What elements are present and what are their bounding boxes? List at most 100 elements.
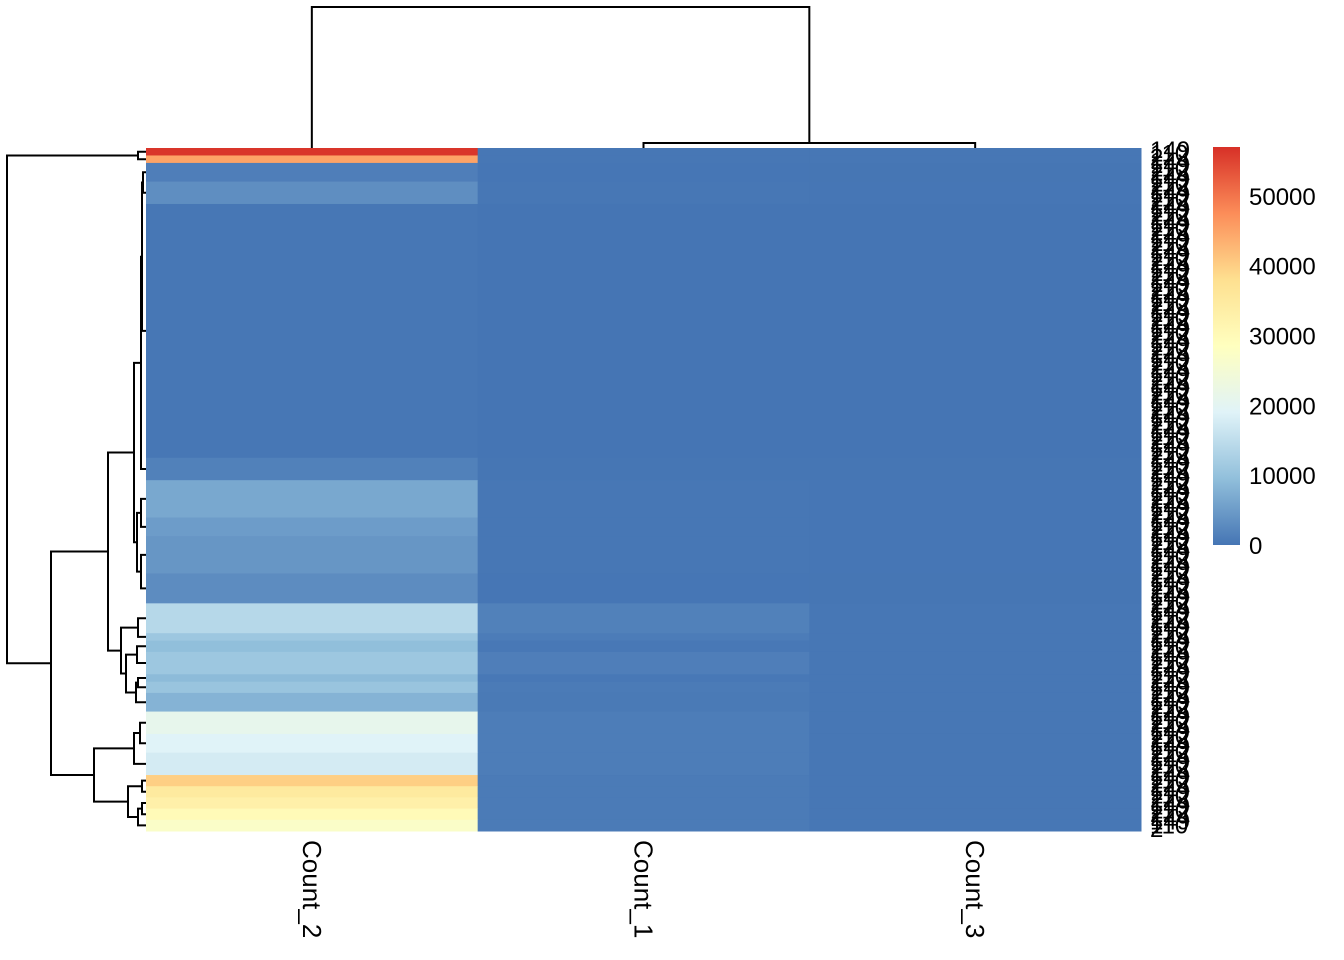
row-label: 144 (1150, 297, 1190, 324)
dendrogram-branch (127, 785, 142, 819)
heatmap-cell (477, 681, 810, 694)
row-label: 2 (1150, 279, 1163, 306)
row-label: 110 (1150, 588, 1188, 615)
row-label: 110 (1150, 663, 1188, 690)
row-label: 144 (1150, 193, 1190, 220)
row-label: 110 (1150, 469, 1188, 496)
heatmap-cell (146, 819, 479, 832)
colorbar-tick-label: 40000 (1249, 254, 1316, 281)
row-label: 2 (1150, 637, 1163, 664)
row-label: 2 (1150, 159, 1163, 186)
heatmap-cell (809, 711, 1142, 735)
heatmap-cell (809, 457, 1142, 481)
row-label: 149 (1150, 570, 1190, 597)
heatmap-cell (477, 633, 810, 642)
heatmap-cell (809, 692, 1142, 713)
heatmap-cell (809, 573, 1142, 604)
row-label: 110 (1150, 768, 1188, 795)
row-label: 2 (1150, 338, 1163, 365)
column-label: Count_2 (297, 840, 327, 938)
dendrogram-branch (137, 150, 146, 161)
row-label: 144 (1150, 282, 1190, 309)
heatmap-cell (146, 573, 479, 604)
row-label: 2 (1150, 786, 1163, 813)
row-label: 110 (1150, 185, 1188, 212)
heatmap-cell (809, 181, 1142, 205)
row-label: 2 (1150, 697, 1163, 724)
row-label: 2 (1150, 353, 1163, 380)
colorbar-tick-label: 20000 (1249, 393, 1316, 420)
row-label: 2 (1150, 144, 1163, 171)
heatmap-cell (477, 640, 810, 653)
heatmap-cell (477, 155, 810, 164)
row-label: 2 (1150, 249, 1163, 276)
row-label: 149 (1150, 450, 1190, 477)
row-label: 144 (1150, 357, 1190, 384)
row-label: 110 (1150, 379, 1188, 406)
heatmap-cell (146, 733, 479, 754)
row-label: 144 (1150, 342, 1190, 369)
heatmap-cell (146, 808, 479, 821)
row-label: 2 (1150, 413, 1163, 440)
row-label: 149 (1150, 301, 1190, 328)
column-label: Count_3 (960, 840, 990, 938)
row-label: 144 (1150, 208, 1190, 235)
row-label: 110 (1150, 738, 1188, 765)
heatmap-cell (146, 148, 479, 156)
row-label: 110 (1150, 603, 1188, 630)
heatmap-cell (477, 711, 810, 735)
heatmap-cell (146, 711, 479, 735)
heatmap-cell (146, 203, 479, 459)
heatmap-cell (477, 797, 810, 810)
row-label: 110 (1150, 439, 1188, 466)
row-label: 149 (1150, 495, 1190, 522)
heatmap-cell (477, 480, 810, 518)
row-label: 149 (1150, 585, 1190, 612)
dendrogram-branch (141, 181, 146, 332)
heatmap-cell (809, 203, 1142, 459)
heatmap-cell (146, 457, 479, 481)
row-label: 149 (1150, 256, 1190, 283)
row-label: 149 (1150, 421, 1190, 448)
row-label: 149 (1150, 764, 1190, 791)
row-label: 2 (1150, 577, 1163, 604)
row-label: 110 (1150, 454, 1188, 481)
row-label: 149 (1150, 719, 1190, 746)
row-label: 144 (1150, 536, 1190, 563)
row-label: 2 (1150, 547, 1163, 574)
heatmap-cell (146, 651, 479, 675)
row-label: 144 (1150, 223, 1190, 250)
row-label: 110 (1150, 678, 1188, 705)
column-label: Count_1 (629, 840, 659, 938)
row-label: 2 (1150, 294, 1163, 321)
color-legend: 0 10000 20000 30000 40000 50000 (1213, 147, 1316, 560)
colorbar-tick-label: 10000 (1249, 463, 1316, 490)
dendrogram-branch (120, 626, 138, 675)
row-label: 2 (1150, 816, 1163, 843)
heatmap-cell (477, 752, 810, 776)
row-label: 2 (1150, 518, 1163, 545)
column-labels: Count_2 Count_1 Count_3 (297, 840, 990, 938)
colorbar-gradient (1213, 147, 1240, 545)
heatmap-cell (809, 148, 1142, 156)
row-label: 149 (1150, 644, 1190, 671)
row-label: 144 (1150, 611, 1190, 638)
heatmap-cell (146, 517, 479, 537)
row-label: 2 (1150, 682, 1163, 709)
dendrogram-branch (6, 154, 138, 665)
row-label: 2 (1150, 622, 1163, 649)
row-label: 144 (1150, 477, 1190, 504)
row-label: 2 (1150, 771, 1163, 798)
row-label: 2 (1150, 801, 1163, 828)
row-label: 149 (1150, 704, 1190, 731)
dendrogram-branch (141, 779, 146, 793)
row-label: 149 (1150, 600, 1190, 627)
row-label: 144 (1150, 745, 1190, 772)
heatmap-cell (809, 808, 1142, 821)
row-label: 110 (1150, 200, 1188, 227)
row-label: 149 (1150, 779, 1190, 806)
row-label: 144 (1150, 686, 1190, 713)
row-label: 2 (1150, 592, 1163, 619)
row-label: 110 (1150, 365, 1188, 392)
row-label: 149 (1150, 794, 1190, 821)
